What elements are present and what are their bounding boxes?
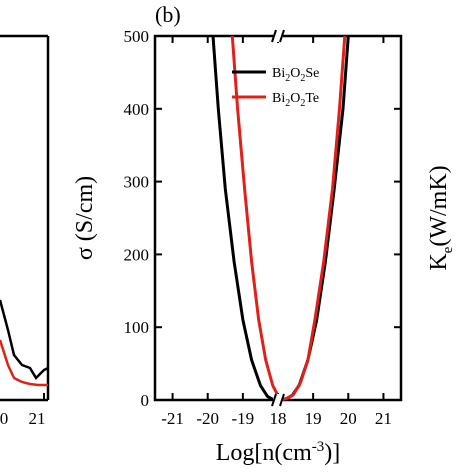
y-tick-label-5: 500 — [124, 27, 150, 46]
axis-break-slash-b-0 — [279, 29, 285, 43]
x-tick-label-0: -21 — [161, 409, 184, 428]
y-tick-label-3: 300 — [124, 173, 150, 192]
y-tick-label-2: 200 — [124, 245, 150, 264]
left-panel-red-curve — [0, 339, 48, 387]
x-tick-label-3: 18 — [270, 409, 287, 428]
axis-break-slash-a-0 — [271, 29, 277, 43]
axis-break-gap-0 — [273, 30, 283, 42]
left-panel-tick-label-0: 0 — [0, 409, 8, 428]
left-panel-black-curve — [0, 299, 49, 381]
x-axis-title: Log[n(cm-3)] — [216, 439, 340, 466]
legend: Bi2O2Se Bi2O2Te — [232, 66, 319, 109]
axis-break-slash-b-1 — [279, 393, 285, 407]
x-tick-label-2: -19 — [232, 409, 255, 428]
axis-ticks: -21 -20 -19 18 19 20 21 0 100 200 300 400 500 — [124, 27, 401, 428]
axis-break-gap-1 — [273, 394, 283, 406]
y-axis-title: σ (S/cm) — [72, 176, 98, 260]
x-tick-label-6: 21 — [375, 409, 392, 428]
left-panel-tick-label-21: 21 — [29, 409, 46, 428]
legend-label-te: Bi2O2Te — [272, 91, 319, 109]
y2-axis-title-text: Ke(W/mK) — [426, 165, 456, 270]
panel-label: (b) — [155, 2, 181, 27]
y2-axis-title: Ke(W/mK) — [426, 165, 456, 270]
y-tick-label-4: 400 — [124, 100, 150, 119]
left-partial-panel: 0 21 — [0, 34, 50, 428]
axis-break-marks — [271, 29, 285, 407]
axis-break-slash-a-1 — [271, 393, 277, 407]
x-tick-label-5: 20 — [340, 409, 357, 428]
y-tick-label-1: 100 — [124, 318, 150, 337]
legend-label-se: Bi2O2Se — [272, 66, 319, 84]
x-tick-label-4: 19 — [305, 409, 322, 428]
y-tick-label-0: 0 — [141, 391, 150, 410]
x-tick-label-1: -20 — [196, 409, 219, 428]
